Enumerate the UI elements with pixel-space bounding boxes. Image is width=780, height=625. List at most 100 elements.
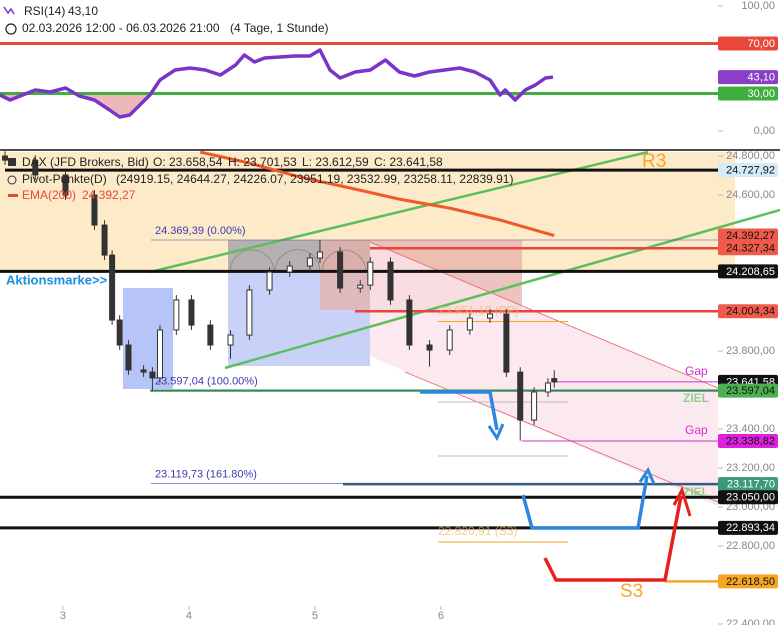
candle-body [266, 271, 273, 291]
trendline [149, 150, 649, 274]
y-tick-label: 22.400,00 [726, 618, 775, 625]
period-note: (4 Tage, 1 Stunde) [230, 21, 329, 35]
candle-body [367, 261, 374, 286]
price-badge [718, 70, 778, 85]
price-badge [718, 163, 778, 178]
y-tick-label: 24.600,00 [726, 189, 775, 201]
candle-body [503, 313, 510, 373]
arrow [521, 475, 649, 530]
clock-icon [5, 23, 17, 35]
candle-body [316, 251, 323, 259]
annotation: ZIEL [683, 485, 709, 499]
arrow-head [487, 423, 505, 442]
arrow-head [672, 486, 692, 517]
arc [229, 249, 367, 273]
legend-value: 43,10 [68, 4, 98, 18]
price-badge [718, 433, 778, 448]
candle-body [188, 299, 195, 326]
legend-label: DAX (JFD Brokers, Bid) [22, 155, 149, 169]
candle-body [357, 284, 364, 289]
candle-body [531, 391, 538, 421]
rsi-line [0, 48, 554, 119]
annotation: ZIEL [683, 391, 709, 405]
x-tick-label: 6 [438, 610, 444, 622]
candle-body [466, 317, 473, 331]
channel [370, 242, 718, 506]
candle-body [387, 261, 394, 301]
candle-body [337, 251, 344, 289]
price-badge-label: 24.327,34 [726, 243, 775, 255]
price-badge-label: 23.338,82 [726, 435, 775, 447]
arrows [420, 390, 692, 582]
trendline [224, 208, 780, 370]
price-badge [718, 304, 778, 319]
price-badge-label: 22.893,34 [726, 522, 775, 534]
price-badge-label: 22.618,50 [726, 576, 775, 588]
price-badge-label: 23.117,70 [727, 478, 775, 490]
annotation: Gap [685, 423, 708, 437]
channel-line [369, 241, 719, 389]
zones [0, 150, 780, 506]
candle-body [426, 344, 433, 351]
legend-value: L: 23.612,59 [302, 155, 369, 169]
price-badge-label: 24.004,34 [726, 306, 775, 318]
candle-body [286, 265, 293, 273]
y-tick-label: 24.800,00 [726, 150, 775, 162]
x-tick-label: 4 [186, 610, 192, 622]
candle-body [140, 369, 147, 373]
price-badge-label: 70,00 [747, 38, 775, 50]
price-badge [718, 241, 778, 256]
legend-value: C: 23.641,58 [374, 155, 443, 169]
x-tick-label: 3 [60, 610, 66, 622]
legend-label: EMA(200) [22, 188, 76, 202]
arrow [543, 495, 683, 582]
legend-value: 24.392,27 [82, 188, 136, 202]
price-badge-label: 23.050,00 [726, 492, 775, 504]
period: 02.03.2026 12:00 - 06.03.2026 21:00 [22, 21, 220, 35]
pivot-label: 22.820,91 (S3) [438, 524, 517, 538]
arrow-head [638, 466, 656, 485]
legend-icon [8, 158, 16, 166]
legend-value: (24919.15, 24644.27, 24226.07, 23951.19,… [116, 172, 513, 186]
legend-value: O: 23.658,54 [153, 155, 223, 169]
annotation: Gap [685, 364, 708, 378]
price-badge [718, 228, 778, 243]
candle-body [544, 382, 551, 393]
annotation: Aktionsmarke>> [6, 272, 108, 287]
price-badge-label: 23.597,04 [726, 385, 775, 397]
candle-body [207, 324, 214, 346]
price-badge-label: 24.208,65 [726, 266, 775, 278]
price-badge [718, 86, 778, 101]
price-badge-label: 24.392,27 [726, 230, 775, 242]
candle-body [246, 289, 253, 336]
y-tick-label: 0,00 [754, 125, 775, 137]
price-badge [718, 264, 778, 279]
candle-body [125, 344, 132, 371]
annotation: S3 [620, 581, 643, 602]
oversold-area [0, 93, 553, 117]
price-legend: DAX (JFD Brokers, Bid) O: 23.658,54 H: 2… [7, 155, 513, 202]
candle-body [101, 224, 108, 256]
candle-body [32, 159, 39, 176]
price-badge-label: 24.727,92 [726, 165, 775, 177]
candle-body [116, 319, 123, 346]
price-badge [718, 383, 778, 398]
legend-label: RSI(14) [24, 4, 65, 18]
y-tick-label: 22.800,00 [726, 540, 775, 552]
fib-label: 23.119,73 (161.80%) [155, 469, 257, 481]
fib-label: 23.597,04 (100.00%) [155, 376, 258, 388]
candle-body [487, 313, 494, 319]
candle-body [149, 371, 156, 379]
x-tick-label: 5 [312, 610, 318, 622]
candle-body [156, 329, 163, 379]
arrow [420, 390, 499, 431]
candle-body [551, 378, 558, 383]
price-badge [718, 490, 778, 505]
price-badge [718, 477, 778, 492]
price-badge [718, 574, 778, 589]
candle-body [517, 371, 524, 421]
candle-body [91, 194, 98, 226]
y-tick-label: 23.400,00 [726, 423, 775, 435]
